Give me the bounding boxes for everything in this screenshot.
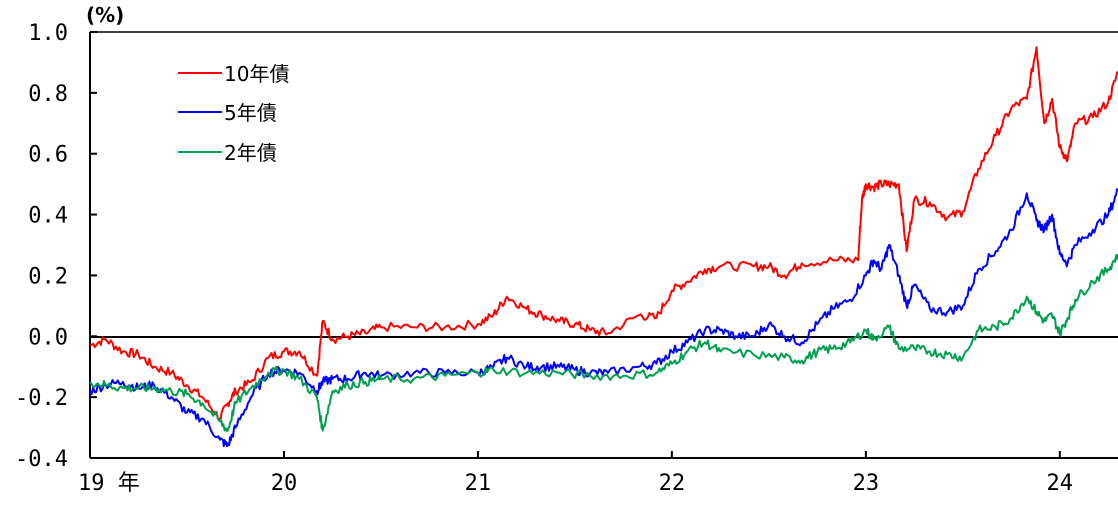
y-tick-group: 1.0 0.8 0.6 0.4 0.2 0.0 -0.2 -0.4 [15, 21, 97, 472]
legend: 10年債 5年債 2年債 [178, 62, 289, 165]
y-tick-label: -0.4 [15, 447, 68, 472]
legend-label-5y: 5年債 [224, 101, 277, 125]
legend-label-2y: 2年債 [224, 141, 277, 165]
x-tick-label: 23 [853, 471, 880, 496]
y-tick-label: 0.8 [28, 82, 68, 107]
legend-label-10y: 10年債 [224, 62, 289, 86]
x-tick-group: 19 年 20 21 22 23 24 [78, 451, 1073, 496]
y-tick-label: 0.2 [28, 264, 68, 289]
y-tick-label: 0.0 [28, 325, 68, 350]
series-line-10y [89, 46, 1118, 421]
series-group [89, 46, 1118, 448]
y-axis-unit-label: (%) [86, 3, 124, 27]
x-tick-label: 20 [271, 471, 298, 496]
y-tick-label: 1.0 [28, 21, 68, 46]
y-tick-label: 0.4 [28, 204, 68, 229]
x-tick-label: 22 [659, 471, 686, 496]
x-tick-label: 21 [465, 471, 492, 496]
y-tick-label: -0.2 [15, 386, 68, 411]
series-line-2y [89, 253, 1118, 432]
x-tick-label: 19 年 [78, 471, 140, 496]
y-tick-label: 0.6 [28, 143, 68, 168]
series-line-5y [89, 188, 1118, 448]
x-tick-label: 24 [1047, 471, 1074, 496]
